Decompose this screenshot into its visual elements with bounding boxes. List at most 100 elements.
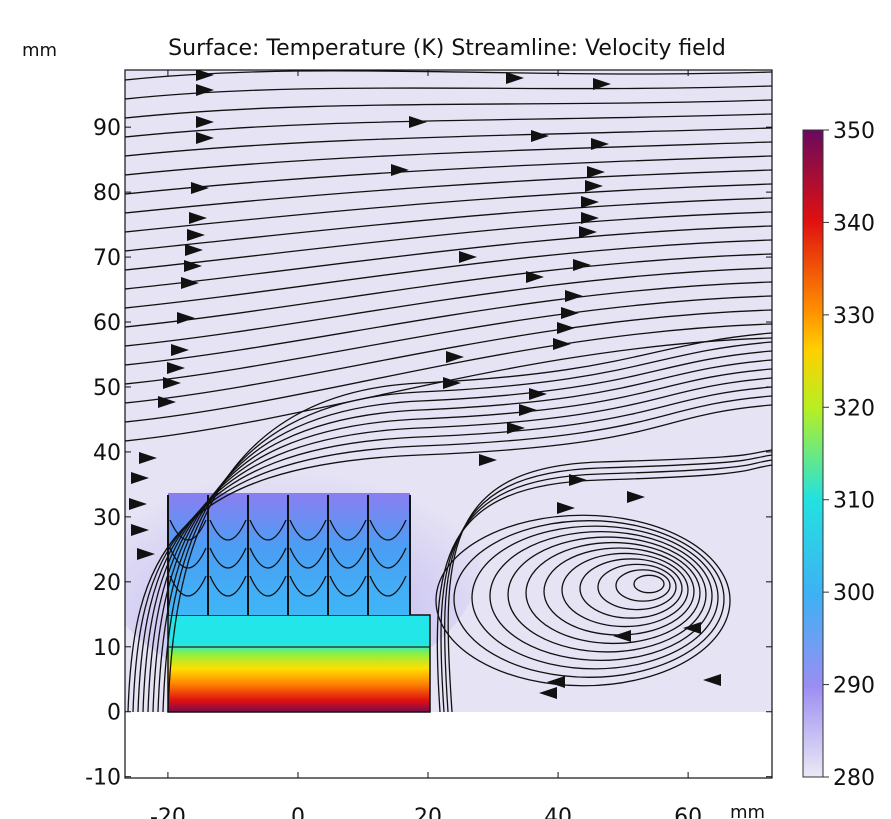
flow-arrow xyxy=(579,226,597,238)
y-tick-label: 60 xyxy=(93,311,121,336)
flow-arrow xyxy=(565,290,583,302)
y-tick-label: 50 xyxy=(93,376,121,401)
flow-arrow xyxy=(131,524,149,536)
flow-arrow xyxy=(593,78,611,90)
fin-streamline xyxy=(169,575,207,597)
vortex-streamline xyxy=(471,525,719,670)
flow-arrow xyxy=(409,116,427,128)
flow-arrow xyxy=(184,260,202,272)
flow-arrow xyxy=(196,84,214,96)
flow-arrow xyxy=(683,622,701,634)
y-tick-label: 70 xyxy=(93,246,121,271)
streamline xyxy=(125,141,772,176)
streamline xyxy=(137,386,772,713)
flow-arrow xyxy=(167,362,185,374)
streamline xyxy=(125,253,772,328)
vortex-streamline xyxy=(579,558,683,619)
streamline xyxy=(167,332,772,713)
colorbar-label: 280 xyxy=(833,766,875,791)
y-tick-label: 90 xyxy=(93,116,121,141)
flow-arrow xyxy=(581,212,599,224)
streamline xyxy=(447,449,772,713)
flow-arrow xyxy=(613,630,631,642)
vortex-streamline xyxy=(453,520,725,678)
fin-streamline xyxy=(289,547,327,569)
flow-arrow xyxy=(561,307,579,319)
streamline xyxy=(125,155,772,195)
flow-arrow xyxy=(443,377,461,389)
flow-arrow xyxy=(585,180,603,192)
streamline xyxy=(125,113,772,138)
colorbar xyxy=(802,129,824,778)
flow-arrow xyxy=(196,116,214,128)
y-tick-label: 80 xyxy=(93,181,121,206)
fin-streamline xyxy=(169,519,207,541)
flow-arrow xyxy=(553,338,571,350)
y-tick-label: 20 xyxy=(93,571,121,596)
x-unit: mm xyxy=(730,802,765,819)
streamline xyxy=(125,309,772,404)
flow-arrow xyxy=(557,502,575,514)
flow-arrow xyxy=(185,244,203,256)
heat-sink-base xyxy=(167,614,431,713)
fin-streamline xyxy=(249,547,287,569)
flow-arrow xyxy=(158,396,176,408)
streamline xyxy=(127,404,772,713)
flow-arrow xyxy=(557,322,575,334)
x-tick-label: 40 xyxy=(544,805,572,819)
flow-arrow xyxy=(529,388,547,400)
fin-streamline xyxy=(209,547,247,569)
flow-arrow xyxy=(507,422,525,434)
colorbar-label: 330 xyxy=(833,304,875,329)
fin-streamline xyxy=(369,547,407,569)
flow-arrow xyxy=(163,377,181,389)
x-tick-label: 60 xyxy=(674,805,702,819)
fin-streamline xyxy=(169,547,207,569)
streamline xyxy=(125,295,772,385)
flow-arrow xyxy=(177,312,195,324)
fin-streamline xyxy=(329,519,367,541)
colorbar-label: 350 xyxy=(833,119,875,144)
flow-arrow xyxy=(591,138,609,150)
y-unit: mm xyxy=(22,40,57,61)
fin-streamline xyxy=(209,519,247,541)
streamline xyxy=(125,99,772,119)
fin-streamline xyxy=(249,519,287,541)
streamline xyxy=(142,377,772,713)
vortex-streamline xyxy=(525,541,701,645)
streamline xyxy=(125,85,772,100)
empty-region xyxy=(125,712,772,778)
fin-streamline xyxy=(369,519,407,541)
streamline xyxy=(152,359,772,713)
colorbar-label: 320 xyxy=(833,396,875,421)
flow-arrow xyxy=(137,548,155,560)
flow-arrow xyxy=(191,182,209,194)
fin-streamline xyxy=(329,547,367,569)
streamline xyxy=(125,267,772,347)
flow-arrow xyxy=(171,344,189,356)
fin-streamline xyxy=(329,575,367,597)
streamline xyxy=(157,350,772,713)
flow-arrow xyxy=(581,196,599,208)
flow-arrow xyxy=(181,277,199,289)
plot-frame xyxy=(124,69,773,779)
x-tick-label: -20 xyxy=(150,805,186,819)
colorbar-label: 300 xyxy=(833,581,875,606)
streamline xyxy=(125,239,772,309)
vortex-streamline xyxy=(507,536,707,653)
fin-streamline xyxy=(249,575,287,597)
streamline xyxy=(125,225,772,290)
streamline xyxy=(125,211,772,271)
streamline xyxy=(125,127,772,157)
flow-arrow xyxy=(459,251,477,263)
flow-arrow xyxy=(196,132,214,144)
chart-title: Surface: Temperature (K) Streamline: Vel… xyxy=(168,36,726,61)
fin-streamline xyxy=(289,519,327,541)
flow-arrow xyxy=(587,166,605,178)
flow-arrow xyxy=(531,130,549,142)
flow-arrow xyxy=(139,452,157,464)
x-tick-label: 20 xyxy=(414,805,442,819)
flow-arrow xyxy=(703,674,721,686)
y-tick-label: 0 xyxy=(107,701,121,726)
